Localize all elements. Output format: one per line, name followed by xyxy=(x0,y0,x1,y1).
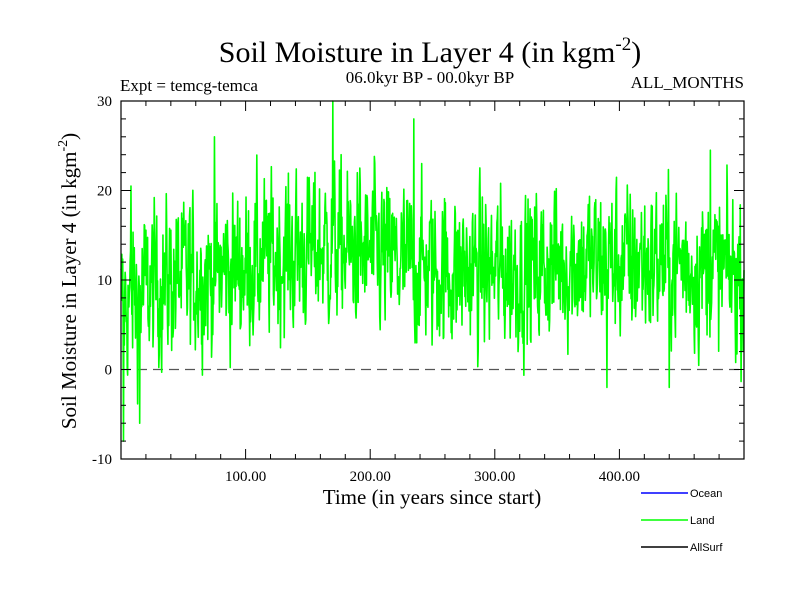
expt-label: Expt = temcg-temca xyxy=(120,76,258,95)
legend-label-ocean: Ocean xyxy=(690,488,722,500)
y-tick-label: 0 xyxy=(105,363,113,379)
x-axis-label: Time (in years since start) xyxy=(323,485,542,509)
tick-group: -10 0 10 20 30 100.00 200.00 300.00 400.00 xyxy=(92,94,744,485)
x-tick-label: 400.00 xyxy=(599,469,640,485)
y-tick-label: -10 xyxy=(92,452,112,468)
y-axis-label-superscript: -2 xyxy=(56,140,71,152)
y-tick-label: 30 xyxy=(97,94,112,110)
y-tick-label: 10 xyxy=(97,273,112,289)
series-land-line xyxy=(120,100,745,442)
legend-label-allsurf: AllSurf xyxy=(690,542,723,554)
legend-label-land: Land xyxy=(690,515,714,527)
y-axis-label: Soil Moisture in Layer 4 (in kgm-2) xyxy=(56,133,81,429)
chart-title: Soil Moisture in Layer 4 (in kgm-2) xyxy=(219,34,641,69)
legend: Ocean Land AllSurf xyxy=(641,488,723,554)
months-label: ALL_MONTHS xyxy=(631,73,744,92)
x-tick-label: 300.00 xyxy=(474,469,515,485)
chart-subtitle: 06.0kyr BP - 00.0kyr BP xyxy=(346,68,514,87)
x-tick-label: 200.00 xyxy=(350,469,391,485)
series-group xyxy=(120,100,745,442)
chart-title-superscript: -2 xyxy=(615,34,631,55)
y-tick-label: 20 xyxy=(97,184,112,200)
x-tick-label: 100.00 xyxy=(225,469,266,485)
